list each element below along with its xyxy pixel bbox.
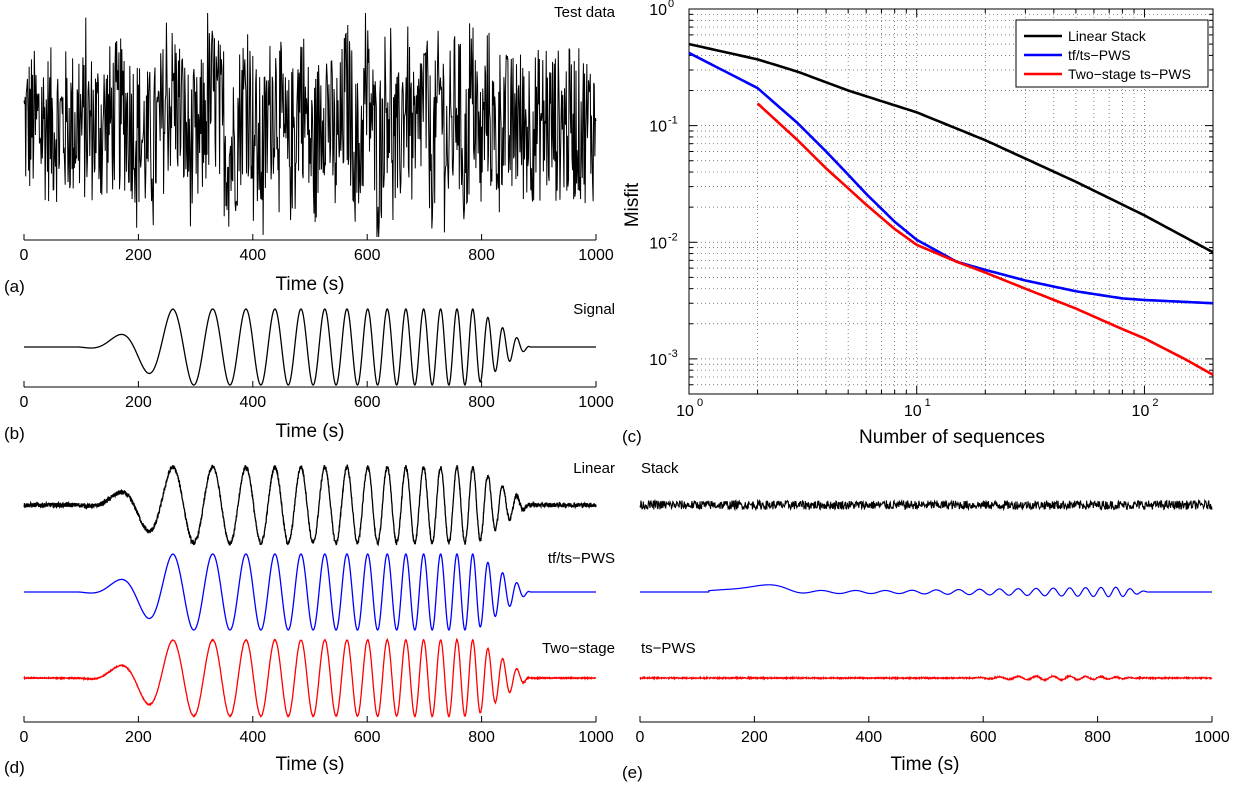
x-tick-label: 600 — [354, 394, 381, 411]
panel-d-xlabel: Time (s) — [276, 754, 345, 775]
x-tick-label: 1000 — [578, 394, 614, 411]
panel-b: Signal 0 200 400 600 800 1000 Time (s) (b) — [4, 301, 615, 443]
x-tick-label: 400 — [239, 247, 266, 264]
x-tick-label: 800 — [468, 247, 495, 264]
x-tick-label: 1000 — [578, 247, 614, 264]
x-tick-label: 10 — [1132, 403, 1150, 420]
x-tick-label: 800 — [468, 729, 495, 746]
y-tick-label: 10 — [649, 2, 667, 19]
panel-a-x-axis: 0 200 400 600 800 1000 — [20, 234, 614, 264]
x-tick-label: 600 — [970, 729, 997, 746]
x-tick-exponent: 2 — [1152, 397, 1158, 409]
legend-box — [1015, 19, 1209, 88]
trace-line-1 — [24, 553, 596, 631]
panel-e-label-tspws: ts−PWS — [641, 640, 696, 657]
panel-b-title: Signal — [573, 301, 615, 318]
y-tick-exponent: -3 — [668, 348, 678, 360]
x-tick-label: 10 — [676, 403, 694, 420]
panel-c-label: (c) — [622, 427, 642, 446]
x-tick-exponent: 1 — [925, 397, 931, 409]
x-tick-label: 200 — [125, 394, 152, 411]
panel-d-x-axis: 0 200 400 600 800 1000 — [20, 716, 614, 746]
panel-a: Test data 0 200 400 600 800 1000 Time (s) (a) — [4, 4, 616, 296]
test-data-line — [23, 12, 597, 238]
signal-line — [24, 308, 596, 386]
panel-d-label-tfts: tf/ts−PWS — [548, 550, 615, 567]
x-tick-label: 400 — [239, 729, 266, 746]
x-tick-exponent: 0 — [697, 397, 703, 409]
legend-label-twostage: Two−stage ts−PWS — [1068, 66, 1191, 82]
panel-c-series — [688, 42, 1214, 376]
residual-line-2 — [639, 673, 1213, 683]
x-tick-label: 1000 — [1194, 729, 1230, 746]
x-tick-label: 1000 — [578, 729, 614, 746]
panel-a-trace — [23, 12, 597, 238]
y-tick-label: 10 — [649, 352, 667, 369]
legend-label-linear: Linear Stack — [1068, 28, 1147, 44]
panel-e: Stack ts−PWS 0 200 400 600 800 1000 Time (s) … — [622, 460, 1230, 782]
panel-e-traces — [639, 498, 1213, 683]
y-tick-exponent: -1 — [668, 115, 678, 127]
y-tick-label: 10 — [649, 235, 667, 252]
x-tick-label: 0 — [636, 729, 645, 746]
x-tick-label: 0 — [20, 729, 29, 746]
x-tick-label: 200 — [741, 729, 768, 746]
legend-label-tfts: tf/ts−PWS — [1068, 47, 1131, 63]
x-tick-label: 400 — [855, 729, 882, 746]
panel-a-xlabel: Time (s) — [276, 274, 345, 295]
x-tick-label: 600 — [354, 247, 381, 264]
x-tick-label: 0 — [20, 247, 29, 264]
panel-d-label: (d) — [4, 758, 25, 777]
panel-d-traces — [23, 464, 597, 719]
y-tick-exponent: -2 — [668, 231, 678, 243]
series-line-2 — [756, 102, 1214, 376]
x-tick-label: 800 — [1084, 729, 1111, 746]
panel-a-label: (a) — [4, 277, 25, 296]
panel-a-title: Test data — [554, 4, 616, 21]
x-tick-label: 600 — [354, 729, 381, 746]
panel-b-trace — [24, 308, 596, 386]
panel-c-ticks: 10 0 10 1 10 210 010 -110 -210 -3 — [649, 0, 1214, 420]
panel-c-frame — [688, 8, 1214, 395]
panel-c-ylabel: Misfit — [622, 182, 643, 227]
residual-line-0 — [639, 498, 1213, 512]
panel-b-label: (b) — [4, 424, 25, 443]
y-tick-exponent: 0 — [668, 0, 674, 10]
x-tick-label: 200 — [125, 247, 152, 264]
panel-c: 10 0 10 1 10 210 010 -110 -210 -3 Linear Stack tf… — [622, 0, 1214, 448]
x-tick-label: 0 — [20, 394, 29, 411]
x-tick-label: 10 — [904, 403, 922, 420]
y-tick-label: 10 — [649, 119, 667, 136]
residual-line-1 — [640, 584, 1212, 598]
panel-e-x-axis: 0 200 400 600 800 1000 — [636, 716, 1230, 746]
panel-e-label-stack: Stack — [641, 460, 679, 477]
trace-line-0 — [23, 464, 597, 547]
panel-c-legend: Linear Stack tf/ts−PWS Two−stage ts−PWS — [1015, 19, 1209, 88]
panel-b-xlabel: Time (s) — [276, 421, 345, 442]
panel-d-label-linear: Linear — [573, 460, 615, 477]
panel-c-xlabel: Number of sequences — [859, 427, 1045, 448]
panel-e-label: (e) — [622, 763, 643, 782]
panel-d-label-twostage: Two−stage — [542, 640, 615, 657]
x-tick-label: 400 — [239, 394, 266, 411]
panel-d: Linear tf/ts−PWS Two−stage 0 200 400 600 800… — [4, 460, 615, 777]
series-line-1 — [688, 51, 1214, 305]
series-line-0 — [688, 42, 1214, 254]
panel-e-xlabel: Time (s) — [891, 754, 960, 775]
x-tick-label: 200 — [125, 729, 152, 746]
x-tick-label: 800 — [468, 394, 495, 411]
panel-b-x-axis: 0 200 400 600 800 1000 — [20, 381, 614, 411]
trace-line-2 — [23, 637, 597, 719]
